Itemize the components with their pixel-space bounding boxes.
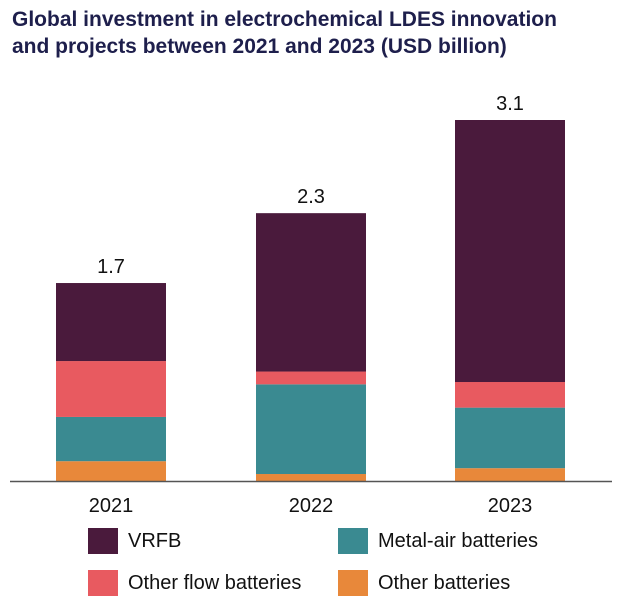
- legend-label-other-batteries: Other batteries: [378, 571, 511, 594]
- legend-swatch-vrfb: [88, 528, 118, 554]
- total-label-2021: 1.7: [97, 256, 125, 278]
- bar-segment-2023-other-batteries: [455, 468, 565, 481]
- legend-swatch-metal-air-batteries: [338, 528, 368, 554]
- bar-segment-2021-metal-air-batteries: [56, 416, 166, 462]
- bar-segment-2022-other-flow-batteries: [256, 371, 366, 385]
- bar-segment-2022-metal-air-batteries: [256, 384, 366, 475]
- legend-label-other-flow-batteries: Other flow batteries: [128, 571, 302, 594]
- bar-segment-2021-other-batteries: [56, 461, 166, 481]
- chart-title: Global investment in electrochemical LDE…: [12, 6, 632, 60]
- legend-label-metal-air-batteries: Metal-air batteries: [378, 529, 539, 552]
- x-tick-label-2022: 2022: [289, 495, 334, 517]
- legend-item-vrfb: VRFB: [88, 528, 338, 554]
- x-tick-label-2021: 2021: [89, 495, 134, 517]
- legend-swatch-other-flow-batteries: [88, 570, 118, 596]
- chart-title-line-1: Global investment in electrochemical LDE…: [12, 8, 557, 31]
- bar-segment-2023-vrfb: [455, 120, 565, 383]
- total-label-2022: 2.3: [297, 186, 325, 208]
- stacked-bar-chart: 1.7 2021 2.3 2022 3.1 2023: [10, 93, 612, 517]
- total-label-2023: 3.1: [496, 93, 524, 115]
- legend-item-other-flow-batteries: Other flow batteries: [88, 570, 338, 596]
- legend-item-metal-air-batteries: Metal-air batteries: [338, 528, 588, 554]
- legend-label-vrfb: VRFB: [128, 529, 182, 552]
- bar-segment-2021-vrfb: [56, 283, 166, 362]
- bar-segment-2022-vrfb: [256, 213, 366, 372]
- bar-segment-2023-other-flow-batteries: [455, 382, 565, 408]
- x-tick-label-2023: 2023: [488, 495, 533, 517]
- legend: VRFB Metal-air batteries Other flow batter…: [88, 528, 608, 596]
- bar-segment-2022-other-batteries: [256, 474, 366, 481]
- legend-swatch-other-batteries: [338, 570, 368, 596]
- bar-segment-2021-other-flow-batteries: [56, 361, 166, 417]
- legend-item-other-batteries: Other batteries: [338, 570, 588, 596]
- chart-title-line-2: and projects between 2021 and 2023 (USD …: [12, 35, 507, 58]
- bar-segment-2023-metal-air-batteries: [455, 407, 565, 469]
